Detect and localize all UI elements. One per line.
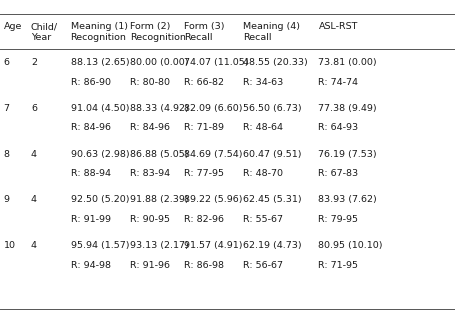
- Text: R: 71-89: R: 71-89: [184, 123, 224, 133]
- Text: 91.57 (4.91): 91.57 (4.91): [184, 241, 243, 250]
- Text: R: 66-82: R: 66-82: [184, 78, 224, 87]
- Text: R: 86-90: R: 86-90: [71, 78, 111, 87]
- Text: R: 79-95: R: 79-95: [318, 215, 359, 224]
- Text: 2: 2: [31, 58, 37, 67]
- Text: Recall: Recall: [243, 33, 272, 42]
- Text: 90.63 (2.98): 90.63 (2.98): [71, 150, 129, 159]
- Text: R: 48-70: R: 48-70: [243, 169, 283, 178]
- Text: 8: 8: [4, 150, 10, 159]
- Text: R: 64-93: R: 64-93: [318, 123, 359, 133]
- Text: 80.00 (0.00): 80.00 (0.00): [130, 58, 188, 67]
- Text: 62.45 (5.31): 62.45 (5.31): [243, 195, 302, 204]
- Text: R: 71-95: R: 71-95: [318, 261, 359, 270]
- Text: R: 91-96: R: 91-96: [130, 261, 170, 270]
- Text: Meaning (1): Meaning (1): [71, 22, 127, 31]
- Text: 80.95 (10.10): 80.95 (10.10): [318, 241, 383, 250]
- Text: Meaning (4): Meaning (4): [243, 22, 300, 31]
- Text: Form (3): Form (3): [184, 22, 225, 31]
- Text: Age: Age: [4, 22, 22, 31]
- Text: 6: 6: [4, 58, 10, 67]
- Text: R: 84-96: R: 84-96: [130, 123, 170, 133]
- Text: R: 84-96: R: 84-96: [71, 123, 111, 133]
- Text: Child/: Child/: [31, 22, 58, 31]
- Text: R: 86-98: R: 86-98: [184, 261, 224, 270]
- Text: 77.38 (9.49): 77.38 (9.49): [318, 104, 377, 113]
- Text: 60.47 (9.51): 60.47 (9.51): [243, 150, 302, 159]
- Text: 10: 10: [4, 241, 15, 250]
- Text: 89.22 (5.96): 89.22 (5.96): [184, 195, 243, 204]
- Text: 62.19 (4.73): 62.19 (4.73): [243, 241, 302, 250]
- Text: R: 91-99: R: 91-99: [71, 215, 111, 224]
- Text: 4: 4: [31, 195, 37, 204]
- Text: 73.81 (0.00): 73.81 (0.00): [318, 58, 377, 67]
- Text: 82.09 (6.60): 82.09 (6.60): [184, 104, 243, 113]
- Text: 88.33 (4.92): 88.33 (4.92): [130, 104, 188, 113]
- Text: R: 80-80: R: 80-80: [130, 78, 170, 87]
- Text: Year: Year: [31, 33, 51, 42]
- Text: R: 94-98: R: 94-98: [71, 261, 111, 270]
- Text: 76.19 (7.53): 76.19 (7.53): [318, 150, 377, 159]
- Text: R: 77-95: R: 77-95: [184, 169, 224, 178]
- Text: Recognition: Recognition: [130, 33, 186, 42]
- Text: Recognition: Recognition: [71, 33, 126, 42]
- Text: R: 34-63: R: 34-63: [243, 78, 283, 87]
- Text: 93.13 (2.17): 93.13 (2.17): [130, 241, 188, 250]
- Text: 83.93 (7.62): 83.93 (7.62): [318, 195, 377, 204]
- Text: 7: 7: [4, 104, 10, 113]
- Text: 9: 9: [4, 195, 10, 204]
- Text: 88.13 (2.65): 88.13 (2.65): [71, 58, 129, 67]
- Text: 84.69 (7.54): 84.69 (7.54): [184, 150, 243, 159]
- Text: Recall: Recall: [184, 33, 213, 42]
- Text: ASL-RST: ASL-RST: [318, 22, 358, 31]
- Text: R: 83-94: R: 83-94: [130, 169, 170, 178]
- Text: 56.50 (6.73): 56.50 (6.73): [243, 104, 302, 113]
- Text: 86.88 (5.05): 86.88 (5.05): [130, 150, 188, 159]
- Text: R: 88-94: R: 88-94: [71, 169, 111, 178]
- Text: 95.94 (1.57): 95.94 (1.57): [71, 241, 129, 250]
- Text: 4: 4: [31, 241, 37, 250]
- Text: 74.07 (11.05): 74.07 (11.05): [184, 58, 249, 67]
- Text: R: 56-67: R: 56-67: [243, 261, 283, 270]
- Text: 91.04 (4.50): 91.04 (4.50): [71, 104, 129, 113]
- Text: 6: 6: [31, 104, 37, 113]
- Text: 48.55 (20.33): 48.55 (20.33): [243, 58, 308, 67]
- Text: 91.88 (2.39): 91.88 (2.39): [130, 195, 188, 204]
- Text: R: 90-95: R: 90-95: [130, 215, 170, 224]
- Text: Form (2): Form (2): [130, 22, 170, 31]
- Text: 4: 4: [31, 150, 37, 159]
- Text: R: 74-74: R: 74-74: [318, 78, 359, 87]
- Text: 92.50 (5.20): 92.50 (5.20): [71, 195, 129, 204]
- Text: R: 55-67: R: 55-67: [243, 215, 283, 224]
- Text: R: 67-83: R: 67-83: [318, 169, 359, 178]
- Text: R: 48-64: R: 48-64: [243, 123, 283, 133]
- Text: R: 82-96: R: 82-96: [184, 215, 224, 224]
